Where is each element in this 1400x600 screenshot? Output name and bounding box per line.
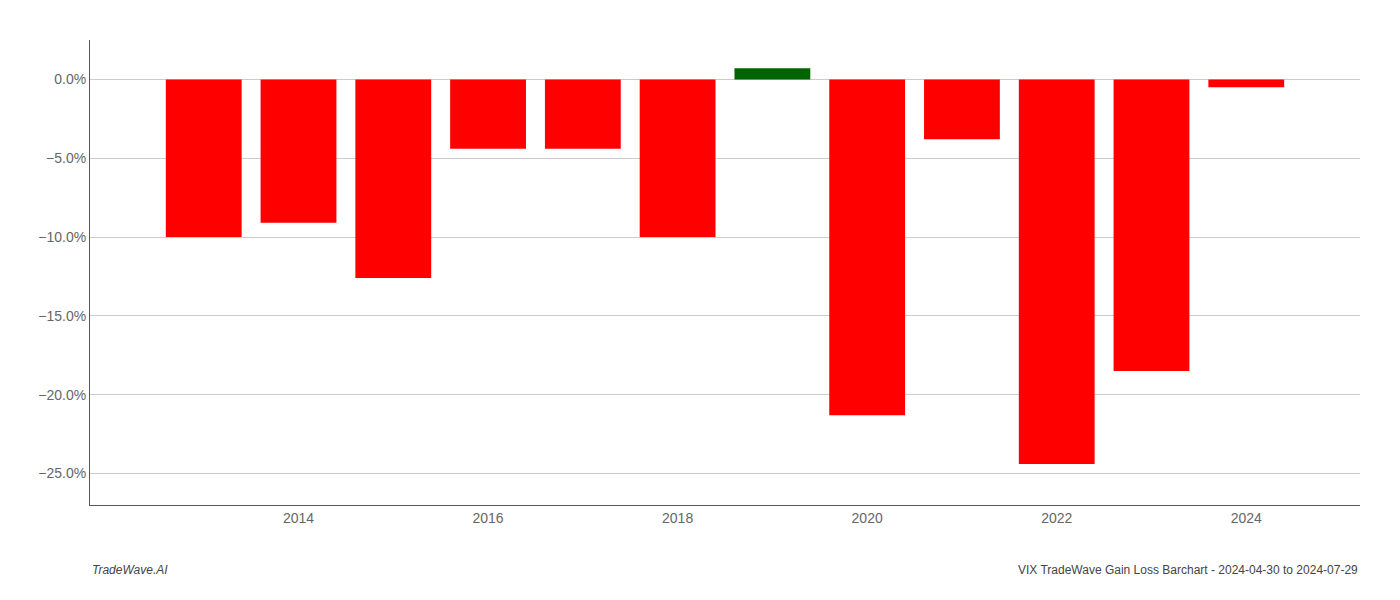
svg-text:0.0%: 0.0%: [54, 71, 86, 87]
svg-text:−5.0%: −5.0%: [46, 150, 86, 166]
svg-text:−15.0%: −15.0%: [38, 308, 86, 324]
svg-text:2022: 2022: [1041, 510, 1072, 526]
svg-text:2018: 2018: [662, 510, 693, 526]
svg-text:2014: 2014: [283, 510, 314, 526]
svg-text:2020: 2020: [852, 510, 883, 526]
svg-text:−10.0%: −10.0%: [38, 229, 86, 245]
svg-text:−20.0%: −20.0%: [38, 387, 86, 403]
svg-text:−25.0%: −25.0%: [38, 465, 86, 481]
svg-text:VIX TradeWave Gain Loss Barcha: VIX TradeWave Gain Loss Barchart - 2024-…: [1018, 563, 1358, 577]
svg-text:2024: 2024: [1231, 510, 1262, 526]
svg-text:TradeWave.AI: TradeWave.AI: [92, 563, 168, 577]
svg-text:2016: 2016: [472, 510, 503, 526]
